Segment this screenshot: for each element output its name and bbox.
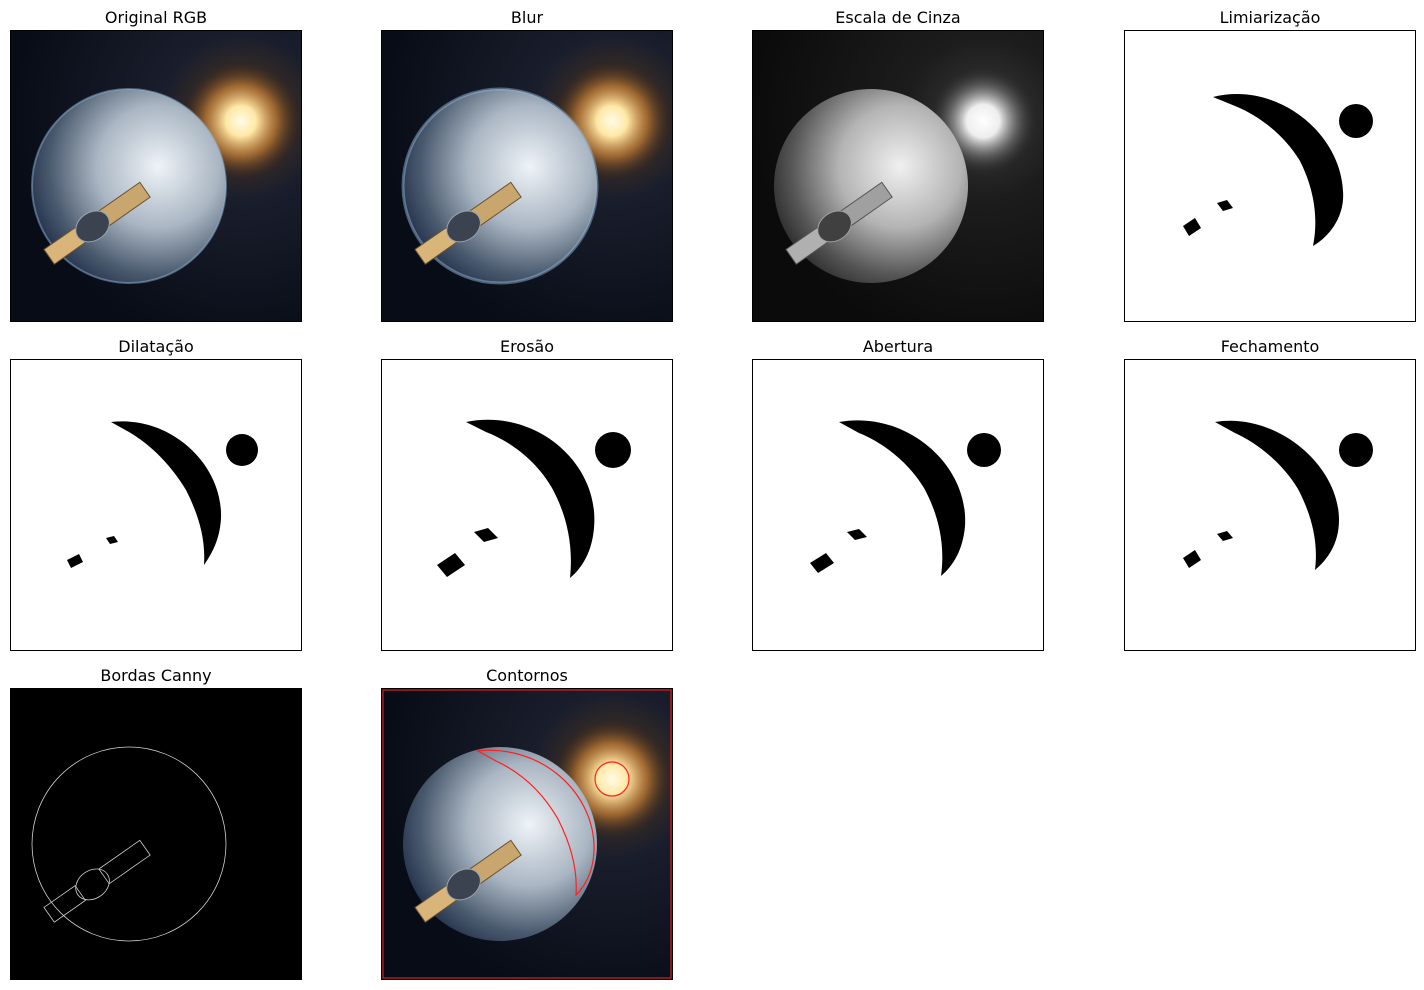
opening-image <box>753 360 1043 650</box>
panel-title: Dilatação <box>118 337 194 356</box>
image-frame <box>1124 30 1416 322</box>
dilation-image <box>11 360 301 650</box>
blur-image <box>382 31 672 321</box>
panel-title: Blur <box>510 8 544 27</box>
erosion-image <box>382 360 672 650</box>
panel-title: Erosão <box>499 337 555 356</box>
panel-title: Limiarização <box>1219 8 1321 27</box>
image-frame <box>381 30 673 322</box>
image-frame <box>381 688 673 980</box>
panel-title: Contornos <box>486 666 568 685</box>
panel-title: Bordas Canny <box>100 666 212 685</box>
image-frame <box>10 688 302 980</box>
original-rgb-image <box>11 31 301 321</box>
contours-image <box>382 689 672 979</box>
image-frame <box>1124 359 1416 651</box>
image-frame <box>10 359 302 651</box>
image-frame <box>10 30 302 322</box>
panel-title: Fechamento <box>1220 337 1320 356</box>
panel-title: Abertura <box>862 337 934 356</box>
image-frame <box>381 359 673 651</box>
grayscale-image <box>753 31 1043 321</box>
closing-image <box>1125 360 1415 650</box>
threshold-image <box>1125 31 1415 321</box>
panel-title: Escala de Cinza <box>835 8 961 27</box>
canny-edges-image <box>11 689 301 979</box>
image-frame <box>752 30 1044 322</box>
image-frame <box>752 359 1044 651</box>
panel-title: Original RGB <box>104 8 208 27</box>
